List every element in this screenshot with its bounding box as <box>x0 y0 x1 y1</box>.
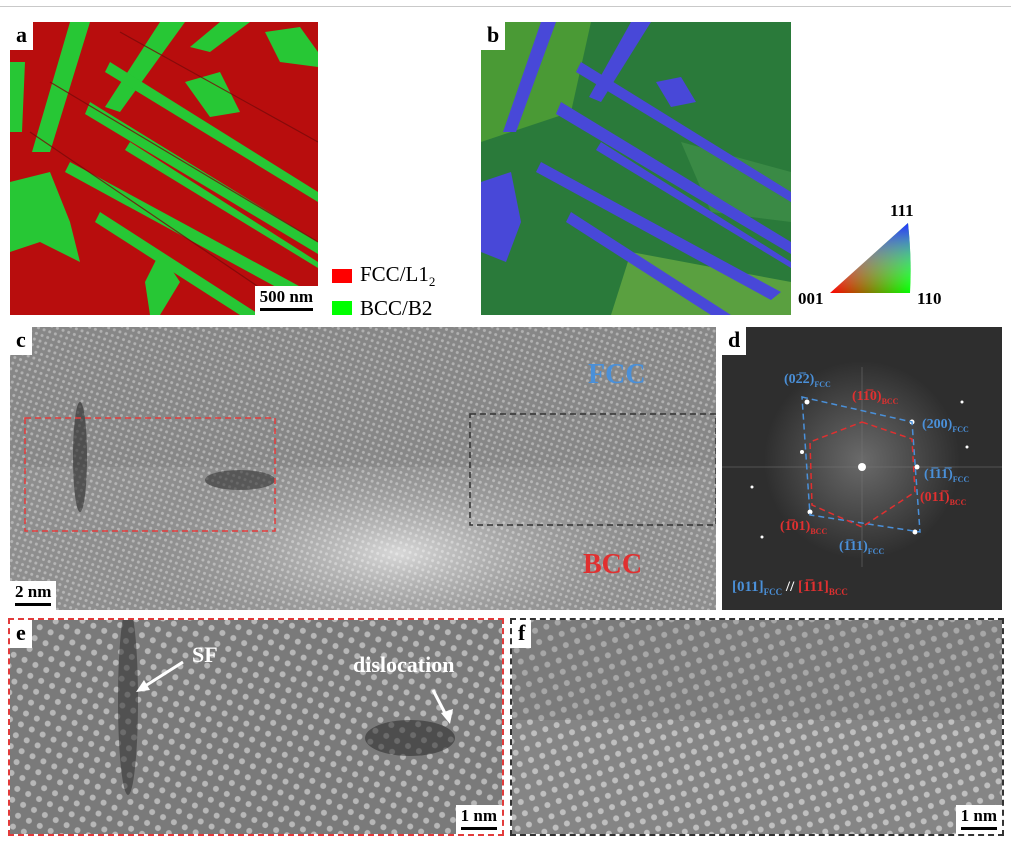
panel-f-zoom: f 1 nm <box>510 618 1004 836</box>
panel-c-scale-text: 2 nm <box>15 582 52 601</box>
legend-fcc-swatch <box>332 269 352 283</box>
ipf-label-110: 110 <box>917 289 942 308</box>
fft-spot-110-bcc: (11̅0)BCC <box>852 389 899 406</box>
fft-image <box>722 327 1002 610</box>
fft-spot-022-fcc: (02̅2)FCC <box>784 372 831 389</box>
panel-a-label: a <box>10 22 33 50</box>
panel-f-image <box>512 620 1002 834</box>
panel-a-phase-map: a 500 nm <box>10 22 318 315</box>
panel-f-scalebar: 1 nm <box>955 805 1002 834</box>
panel-b-label: b <box>481 22 506 50</box>
panel-e-image <box>10 620 502 834</box>
annotation-dislocation: dislocation <box>353 652 455 677</box>
panel-a-scalebar: 500 nm <box>254 286 318 315</box>
phase-label-fcc: FCC <box>588 359 646 390</box>
legend-fcc-sub: 2 <box>428 274 436 290</box>
fft-spot-111-fcc-lower: (1̅11)FCC <box>839 539 885 556</box>
panel-b-ipf-map: b <box>481 22 791 315</box>
panel-f-scale-text: 1 nm <box>960 806 997 825</box>
hrtem-image <box>10 327 716 610</box>
annotation-sf: SF <box>192 642 218 667</box>
phase-label-bcc: BCC <box>583 549 643 580</box>
panel-c-hrtem: c FCC BCC 2 nm <box>10 327 716 610</box>
ipf-map-image <box>481 22 791 315</box>
panel-e-zoom: e SF dislocation 1 nm <box>8 618 504 836</box>
panel-e-scalebar: 1 nm <box>455 805 502 834</box>
fft-spot-200-fcc: (200)FCC <box>922 417 969 434</box>
panel-e-scale-bar <box>460 827 497 830</box>
top-rule <box>0 6 1011 7</box>
panel-c-label: c <box>10 327 32 355</box>
ipf-label-111: 111 <box>890 201 914 220</box>
panel-c-scale-bar <box>15 603 52 606</box>
panel-f-label: f <box>512 620 532 648</box>
legend-fcc: FCC/L12 <box>332 261 436 290</box>
orientation-relationship: [011]FCC // [1̅11]BCC <box>732 579 848 597</box>
panel-f-scale-bar <box>960 827 997 830</box>
ipf-label-001: 001 <box>798 289 824 308</box>
panel-d-fft: d (02̅2)FCC (11̅0)BCC (200)FCC (1̅11̅)FC… <box>722 327 1002 610</box>
fft-spot-111-fcc: (1̅11̅)FCC <box>924 467 970 484</box>
panel-e-label: e <box>10 620 32 648</box>
fft-spot-101-bcc: (1̅01)BCC <box>780 519 828 536</box>
phase-map-image <box>10 22 318 315</box>
panel-a-scale-text: 500 nm <box>259 287 313 306</box>
phase-legend: FCC/L12 BCC/B2 <box>332 261 436 327</box>
panel-e-scale-text: 1 nm <box>460 806 497 825</box>
legend-fcc-label: FCC/L1 <box>360 261 429 286</box>
legend-bcc-label: BCC/B2 <box>360 295 433 320</box>
legend-bcc: BCC/B2 <box>332 295 435 321</box>
panel-c-scalebar: 2 nm <box>10 581 57 610</box>
fft-spot-011-bcc: (011̅)BCC <box>920 490 967 507</box>
panel-a-scale-bar <box>259 308 313 311</box>
ipf-triangle-legend: 111 001 110 <box>798 201 970 315</box>
legend-bcc-swatch <box>332 301 352 315</box>
ipf-triangle <box>830 223 911 293</box>
panel-d-label: d <box>722 327 747 355</box>
